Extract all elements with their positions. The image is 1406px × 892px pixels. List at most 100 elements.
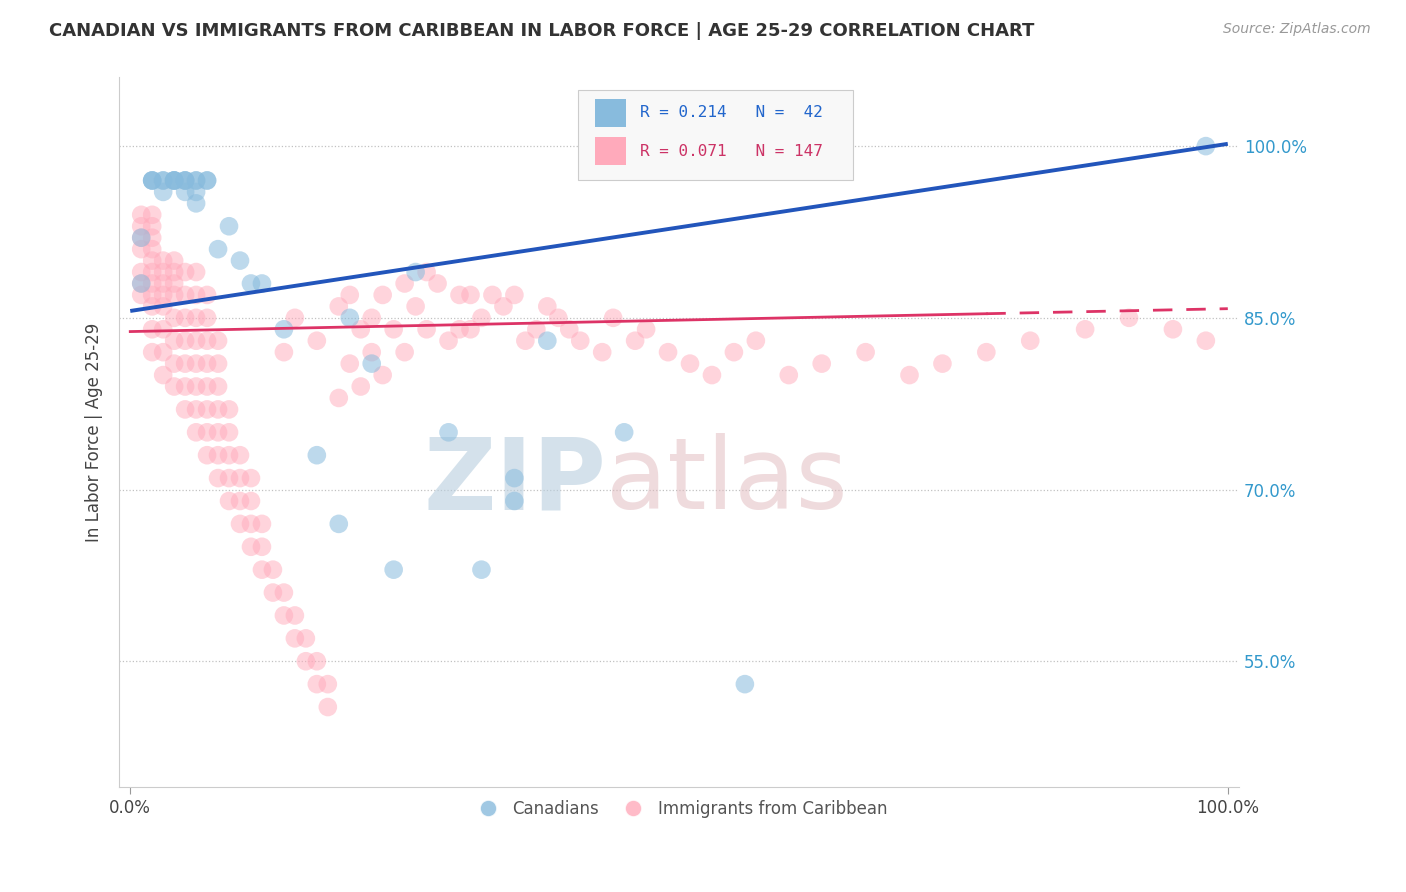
Point xyxy=(141,265,163,279)
Point xyxy=(700,368,723,382)
Point xyxy=(129,277,152,291)
Point xyxy=(184,310,207,325)
Point xyxy=(284,310,307,325)
Point xyxy=(328,516,350,531)
Point xyxy=(470,563,492,577)
Point xyxy=(339,357,361,371)
Point xyxy=(129,242,152,256)
Point xyxy=(734,677,756,691)
Point xyxy=(152,277,174,291)
Point xyxy=(449,288,471,302)
Point xyxy=(250,563,273,577)
Point xyxy=(163,173,186,187)
Point xyxy=(515,334,537,348)
Point xyxy=(163,334,186,348)
Point xyxy=(492,299,515,313)
Point xyxy=(129,265,152,279)
Point xyxy=(129,219,152,234)
Point xyxy=(195,357,218,371)
Point xyxy=(195,448,218,462)
Point xyxy=(218,494,240,508)
Point xyxy=(449,322,471,336)
Point xyxy=(195,402,218,417)
Point xyxy=(339,310,361,325)
Point xyxy=(1074,322,1097,336)
Point xyxy=(240,277,263,291)
Point xyxy=(207,471,229,485)
Point xyxy=(184,288,207,302)
Point xyxy=(174,357,197,371)
Point xyxy=(218,448,240,462)
Point xyxy=(481,288,503,302)
Point xyxy=(141,219,163,234)
Point xyxy=(141,208,163,222)
Point xyxy=(152,299,174,313)
Point xyxy=(163,173,186,187)
Point xyxy=(273,608,295,623)
Point xyxy=(305,654,328,668)
Point xyxy=(218,402,240,417)
Point xyxy=(536,334,558,348)
Y-axis label: In Labor Force | Age 25-29: In Labor Force | Age 25-29 xyxy=(86,323,103,542)
Point xyxy=(437,334,460,348)
Point xyxy=(394,345,416,359)
Point xyxy=(778,368,800,382)
Point xyxy=(141,345,163,359)
Point xyxy=(152,368,174,382)
Point xyxy=(129,230,152,244)
Point xyxy=(855,345,877,359)
Point xyxy=(503,494,526,508)
Point xyxy=(602,310,624,325)
Point xyxy=(174,288,197,302)
Point xyxy=(141,253,163,268)
Point xyxy=(382,322,405,336)
Point xyxy=(195,173,218,187)
Point xyxy=(328,299,350,313)
Point xyxy=(536,299,558,313)
Point xyxy=(339,288,361,302)
Point xyxy=(163,173,186,187)
Point xyxy=(229,471,252,485)
Point xyxy=(360,345,382,359)
Point xyxy=(163,379,186,393)
Point xyxy=(184,173,207,187)
Point xyxy=(284,632,307,646)
Point xyxy=(152,322,174,336)
Point xyxy=(305,448,328,462)
Point xyxy=(613,425,636,440)
Point xyxy=(284,608,307,623)
Point xyxy=(129,288,152,302)
Text: R = 0.071   N = 147: R = 0.071 N = 147 xyxy=(640,144,823,159)
Point xyxy=(207,357,229,371)
Point xyxy=(305,677,328,691)
Point xyxy=(163,357,186,371)
Point xyxy=(152,185,174,199)
Point xyxy=(141,173,163,187)
Point xyxy=(898,368,921,382)
Point xyxy=(141,288,163,302)
Point xyxy=(371,368,394,382)
Text: ZIP: ZIP xyxy=(423,434,606,531)
Text: Source: ZipAtlas.com: Source: ZipAtlas.com xyxy=(1223,22,1371,37)
Point xyxy=(207,425,229,440)
Point xyxy=(174,379,197,393)
Point xyxy=(405,265,427,279)
Point xyxy=(273,322,295,336)
Point xyxy=(524,322,547,336)
Point xyxy=(163,173,186,187)
Point xyxy=(207,448,229,462)
Point xyxy=(1195,334,1218,348)
Point xyxy=(460,288,482,302)
Point xyxy=(679,357,702,371)
Point xyxy=(360,310,382,325)
Point xyxy=(174,310,197,325)
Point xyxy=(1019,334,1042,348)
Point xyxy=(1118,310,1140,325)
Point xyxy=(163,310,186,325)
Point xyxy=(152,345,174,359)
Point xyxy=(240,471,263,485)
Point xyxy=(976,345,998,359)
Point xyxy=(152,173,174,187)
Point xyxy=(195,425,218,440)
Point xyxy=(305,334,328,348)
